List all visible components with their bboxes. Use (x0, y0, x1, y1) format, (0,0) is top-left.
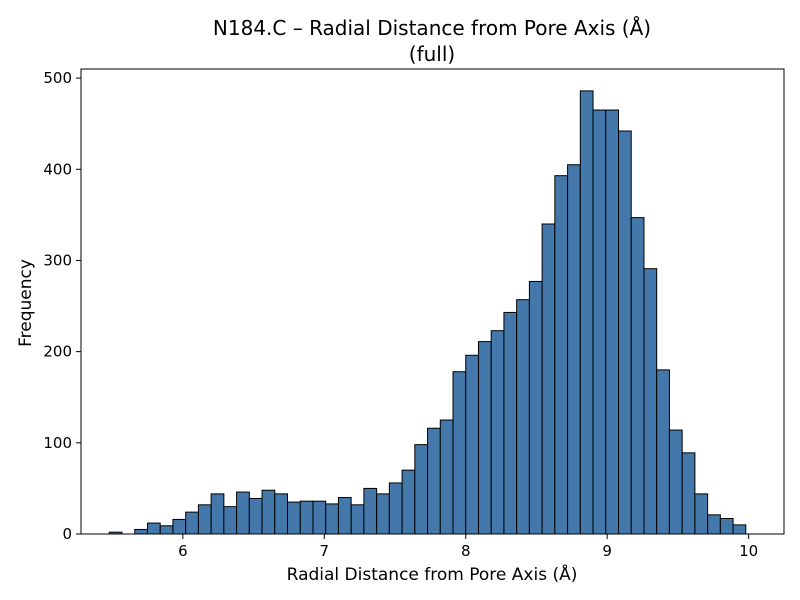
histogram-bar (134, 528, 148, 535)
x-tick-label: 7 (320, 542, 330, 560)
histogram-bar (427, 427, 441, 535)
histogram-bar (337, 497, 352, 535)
y-tick-label: 300 (43, 251, 72, 269)
histogram-bar (363, 487, 378, 535)
x-tick-label: 8 (461, 542, 471, 560)
x-axis-label: Radial Distance from Pore Axis (Å) (287, 563, 578, 585)
histogram-bar (210, 493, 225, 535)
histogram-bar (146, 522, 161, 535)
y-tick-label: 500 (43, 69, 72, 87)
histogram-bar (554, 175, 569, 535)
y-axis-label: Frequency (16, 259, 36, 347)
histogram-bar (159, 525, 174, 535)
y-tick-label: 100 (43, 434, 72, 452)
histogram-bar (401, 469, 416, 535)
histogram-bar (465, 354, 479, 535)
histogram-bar (541, 223, 556, 535)
y-tick-label: 0 (62, 525, 72, 543)
chart-title: N184.C – Radial Distance from Pore Axis … (213, 16, 651, 40)
histogram-bar (376, 493, 390, 535)
x-tick-label: 6 (178, 542, 188, 560)
histogram-bar (579, 90, 594, 535)
histogram-bar (248, 497, 263, 535)
histogram-bar (287, 501, 301, 535)
histogram-bar (592, 109, 607, 535)
histogram-bar (236, 491, 250, 535)
histogram-bar (312, 500, 327, 535)
histogram-bar (439, 419, 454, 535)
histogram-bar (274, 493, 289, 535)
y-tick-label: 200 (43, 343, 72, 361)
histogram-bar (185, 511, 199, 535)
histogram-bar (694, 493, 709, 535)
histogram-bar (567, 164, 581, 535)
y-tick-label: 400 (43, 160, 72, 178)
histogram-bar (630, 217, 645, 535)
plot-frame (80, 68, 785, 535)
histogram-bar (490, 330, 505, 535)
chart-subtitle: (full) (409, 42, 455, 66)
histogram-bar (618, 130, 632, 535)
histogram-bar (681, 452, 696, 535)
histogram-bar (197, 504, 212, 535)
histogram-bar (707, 514, 721, 535)
histogram-bar (668, 429, 683, 535)
histogram-bar (414, 444, 429, 535)
histogram-bar (528, 280, 543, 535)
x-tick-label: 9 (602, 542, 612, 560)
histogram-bar (299, 500, 314, 535)
histogram-bar (452, 371, 467, 535)
histogram-bar (516, 299, 530, 535)
histogram-bar (643, 268, 658, 535)
bars-group (108, 90, 747, 535)
histogram-bar (172, 518, 187, 535)
histogram-bar (656, 369, 670, 535)
histogram-bar (477, 341, 492, 535)
histogram-bar (605, 109, 620, 535)
histogram-bar (388, 482, 403, 535)
histogram-bar (503, 311, 518, 535)
histogram-bar (732, 524, 747, 535)
histogram-bar (261, 489, 276, 535)
histogram-bar (350, 504, 365, 535)
histogram-bar (719, 518, 734, 535)
histogram-bar (325, 503, 339, 535)
histogram-bar (223, 506, 238, 535)
x-tick-label: 10 (739, 542, 758, 560)
